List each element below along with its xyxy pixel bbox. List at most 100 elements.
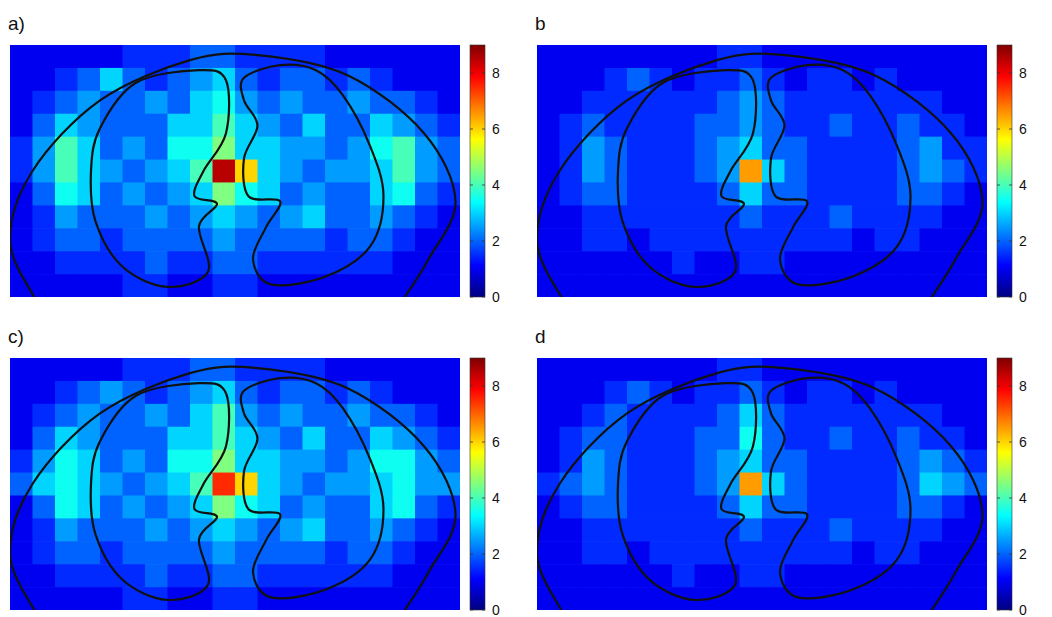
heat-cell [123,450,146,474]
heat-cell [235,564,258,588]
heat-cell [672,541,695,565]
heat-cell [325,587,348,610]
heatmap-cells [10,358,460,610]
heat-cell [627,427,650,451]
heat-cell [965,587,988,610]
heat-cell [393,91,416,115]
heat-cell [280,564,303,588]
heat-cell [168,137,191,161]
heat-cell [537,114,560,138]
heat-cell [303,495,326,519]
heat-cell [33,427,56,451]
heat-cell [897,564,920,588]
heat-cell [942,45,965,69]
heat-cell [438,251,461,275]
heat-cell [100,427,123,451]
heat-cell [168,495,191,519]
heat-cell [393,381,416,405]
colorbar [997,45,1012,297]
heat-cell [852,518,875,542]
heat-cell [942,495,965,519]
heat-cell [393,358,416,382]
heat-cell [325,427,348,451]
heat-cell [55,68,78,92]
heat-cell [190,114,213,138]
colorbar-tick [470,442,473,443]
heat-cell [325,205,348,229]
heat-cell [740,404,763,428]
heat-cell [650,182,673,206]
heat-cell [920,45,943,69]
colorbar [997,358,1012,610]
heat-cell [213,274,236,297]
heat-cell [415,381,438,405]
heat-cell [33,228,56,252]
heat-cell [965,45,988,69]
heat-cell [695,114,718,138]
heat-cell [695,427,718,451]
heat-cell [942,518,965,542]
heat-cell [370,182,393,206]
heat-cell [10,228,33,252]
heatmap-cells [537,45,987,297]
heat-cell [942,182,965,206]
heat-cell [650,137,673,161]
heat-cell [605,564,628,588]
heat-cell [258,427,281,451]
heat-cell [10,381,33,405]
heat-cell [920,251,943,275]
heat-cell [582,45,605,69]
heat-cell [33,495,56,519]
heat-cell [537,160,560,184]
heat-cell [695,541,718,565]
heat-cell [852,205,875,229]
heat-cell [10,473,33,497]
heat-cell [438,68,461,92]
heat-cell [33,450,56,474]
heat-cell [370,427,393,451]
heat-cell [627,450,650,474]
heat-cell [55,228,78,252]
heat-cell [280,160,303,184]
heat-cell [762,564,785,588]
colorbar-tick [482,73,485,74]
heat-cell [33,45,56,69]
heat-cell [785,137,808,161]
colorbar-tick [1009,498,1012,499]
heat-cell [235,91,258,115]
heat-cell [123,45,146,69]
heat-cell [325,228,348,252]
heat-cell [325,541,348,565]
heat-cell [920,228,943,252]
heat-cell [100,137,123,161]
heat-cell [168,541,191,565]
heat-cell [348,68,371,92]
heat-cell [965,427,988,451]
heat-cell [145,251,168,275]
heat-cell [605,587,628,610]
heat-cell [695,182,718,206]
heat-cell [897,114,920,138]
heat-cell [560,137,583,161]
heat-cell [672,518,695,542]
heat-cell [33,137,56,161]
heat-cell [235,274,258,297]
heat-cell [605,495,628,519]
heat-cell [145,160,168,184]
heat-cell [348,228,371,252]
heat-cell [582,182,605,206]
heat-cell [348,518,371,542]
heat-cell [10,45,33,69]
heat-cell [830,251,853,275]
heat-cell [717,137,740,161]
heat-cell [785,251,808,275]
heat-cell [213,427,236,451]
heat-cell [627,473,650,497]
heat-cell [145,205,168,229]
heat-cell [672,251,695,275]
heat-cell [78,68,101,92]
heat-cell [897,587,920,610]
heat-cell [33,205,56,229]
colorbar-tick-label: 2 [492,233,500,249]
heat-cell [807,381,830,405]
